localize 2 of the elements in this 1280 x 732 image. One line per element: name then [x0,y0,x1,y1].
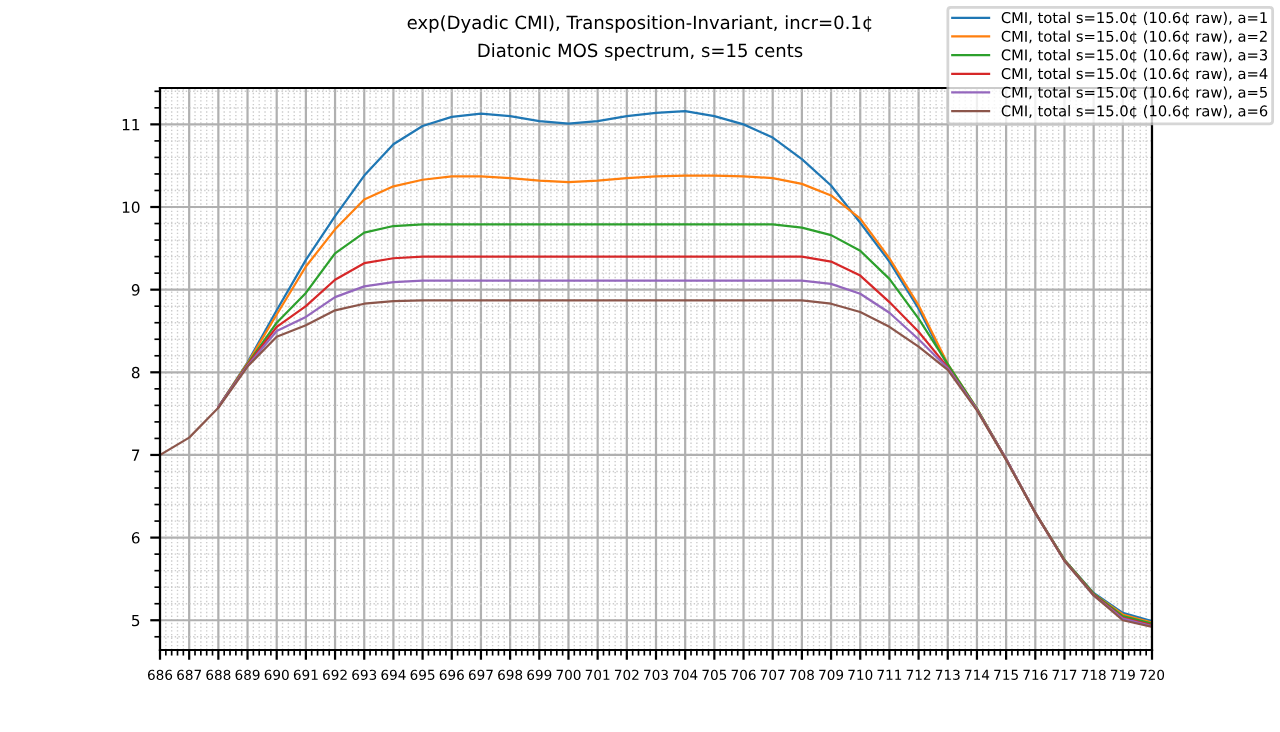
chart-subtitle: Diatonic MOS spectrum, s=15 cents [478,43,803,61]
chart-title: exp(Dyadic CMI), Transposition-Invariant, incr=0.1¢ [407,15,872,33]
